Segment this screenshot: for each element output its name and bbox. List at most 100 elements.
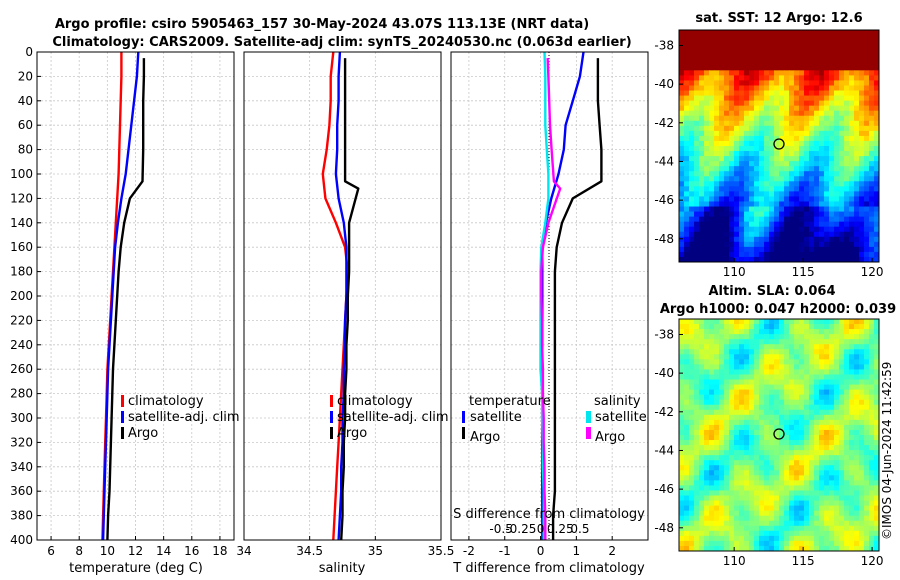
sla-cell [719,339,725,345]
sla-cell [684,440,690,446]
sla-cell [814,344,820,350]
sst-cell [759,80,765,87]
sla-cell [859,394,865,401]
sla-cell [759,445,765,451]
sst-cell [874,135,879,142]
sst-cell [744,115,750,122]
sla-cell [759,419,765,426]
sst-cell [809,151,815,157]
sla-cell [839,535,845,542]
sst-cell [754,125,760,132]
sla-cell [764,389,770,396]
sla-cell [814,445,820,451]
sst-cell [854,171,860,177]
sla-cell [729,460,735,466]
sst-cell [769,256,775,262]
sst-cell [739,171,745,177]
sst-cell [874,30,879,36]
sst-cell [814,166,820,172]
sla-cell [854,455,860,461]
sst-cell [789,206,795,213]
sst-cell [709,95,715,102]
sst-cell [719,151,725,157]
sla-cell [749,369,755,376]
sla-cell [734,374,740,381]
sla-cell [824,455,830,461]
sst-cell [809,100,815,107]
sst-cell [729,45,735,51]
sst-cell [794,256,800,262]
sla-cell [814,435,820,441]
sst-cell [774,206,780,213]
sla-cell [779,364,785,371]
sla-cell [689,490,695,497]
sla-cell [699,329,705,335]
sla-cell [699,319,705,325]
sst-cell [829,105,835,112]
sla-cell [844,414,850,421]
sla-cell [859,445,865,451]
sst-cell [684,256,690,262]
sla-cell [714,455,720,461]
sla-cell [754,369,760,376]
sst-cell [809,140,815,147]
sla-cell [789,409,795,416]
sla-cell [809,455,815,461]
sst-cell [734,206,740,213]
sst-cell [829,166,835,172]
sst-cell [784,30,790,36]
sst-cell [834,151,840,157]
sla-cell [784,515,790,522]
sst-cell [719,231,725,238]
sst-cell [834,201,840,208]
sst-cell [814,140,820,147]
sst-cell [804,171,810,177]
sst-cell [774,135,780,142]
sst-cell [769,55,775,61]
sla-cell [784,339,790,345]
sst-cell [859,50,865,56]
sst-cell [829,85,835,92]
sla-cell [849,349,855,355]
sst-cell [859,70,865,76]
sst-cell [804,246,810,253]
sst-cell [744,100,750,107]
sst-cell [679,166,685,172]
sst-cell [684,70,690,76]
sst-cell [824,171,830,177]
sla-cell [744,455,750,461]
sst-cell [739,125,745,132]
sst-cell [714,120,720,127]
sla-cell [844,545,850,551]
sla-cell [774,389,780,396]
sst-cell [869,125,875,132]
sst-cell [784,40,790,46]
sst-cell [824,95,830,102]
sst-cell [799,90,805,97]
sst-cell [679,156,685,162]
sla-cell [759,379,765,386]
sla-cell [744,480,750,487]
sla-cell [739,490,745,497]
sst-cell [874,206,879,213]
sla-cell [684,359,690,365]
sst-cell [789,191,795,198]
sst-cell [764,100,770,107]
sst-cell [754,100,760,107]
sst-cell [749,146,755,152]
temperature-legend: climatology satellite-adj. clim Argo [121,394,240,441]
sst-cell [874,181,879,187]
sla-cell [749,520,755,527]
sst-cell [729,201,735,208]
sla-cell [854,515,860,522]
x-tick-label: 2 [608,544,616,558]
sst-cell [759,30,765,36]
sst-cell [859,161,865,167]
series-line-argo [106,58,146,541]
sla-cell [849,490,855,497]
sst-cell [759,85,765,92]
sla-cell [719,515,725,522]
sla-cell [839,384,845,391]
sla-cell [809,404,815,411]
sla-cell [819,419,825,426]
